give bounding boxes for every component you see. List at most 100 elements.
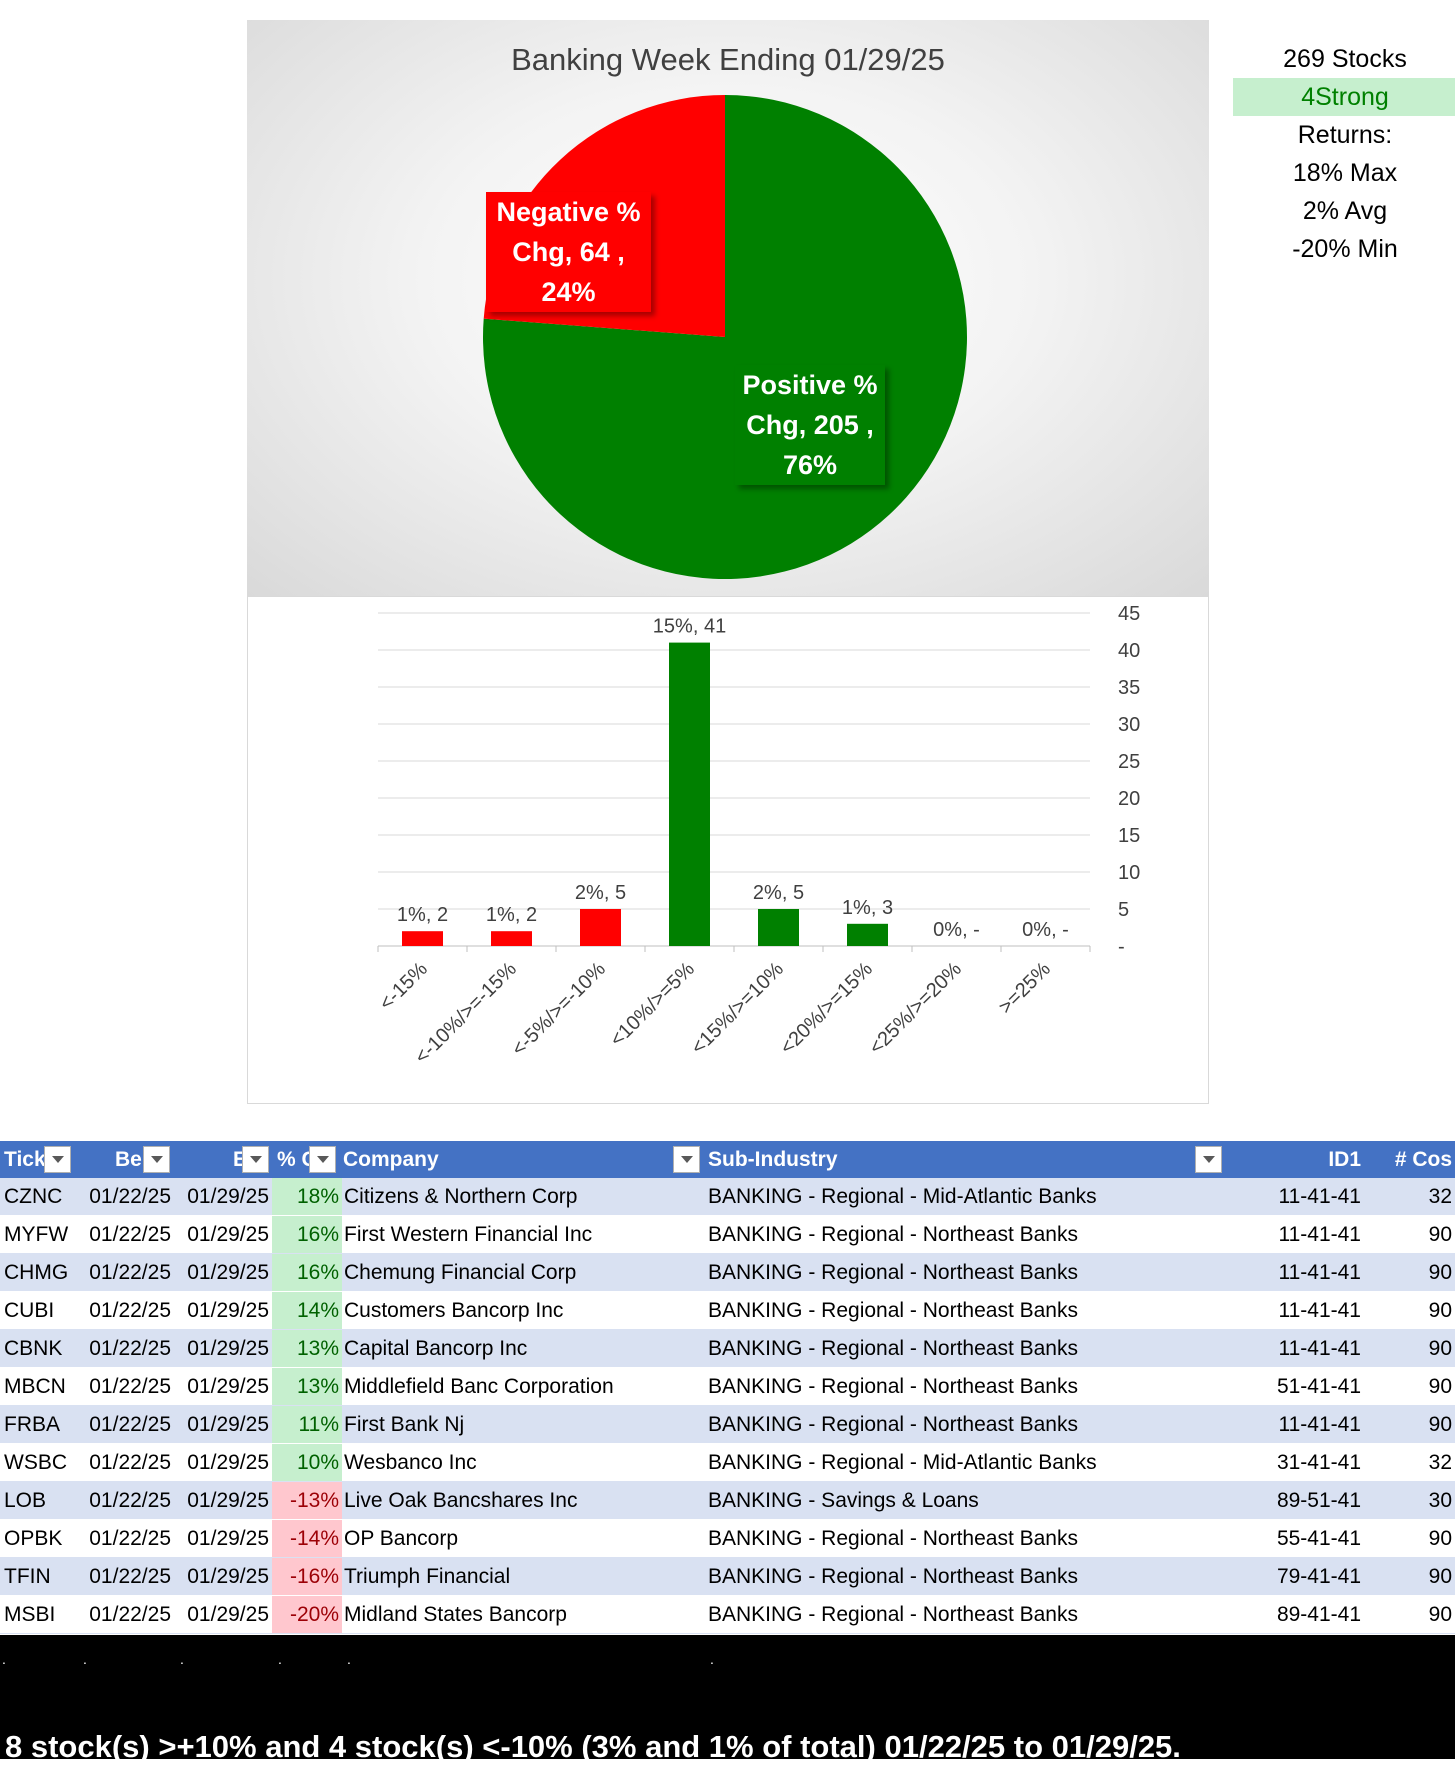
cell-company[interactable]: Triumph Financial — [344, 1565, 511, 1588]
cell-company[interactable]: Middlefield Banc Corporation — [344, 1375, 614, 1398]
cell-cos[interactable]: 90 — [1428, 1565, 1452, 1588]
cell-tick[interactable]: CBNK — [4, 1337, 63, 1360]
cell-chg[interactable]: -16% — [272, 1558, 342, 1595]
cell-chg[interactable]: 11% — [272, 1406, 342, 1443]
header-num-cos[interactable]: # Cos — [1366, 1141, 1455, 1178]
table-row[interactable]: OPBK 01/22/25 01/29/25 -14% OP Bancorp BANKIN… — [0, 1520, 1455, 1558]
cell-tick[interactable]: MBCN — [4, 1375, 66, 1398]
cell-id1[interactable]: 51-41-41 — [1276, 1375, 1361, 1398]
cell-chg[interactable]: 18% — [272, 1178, 342, 1215]
cell-end[interactable]: 01/29/25 — [187, 1489, 269, 1512]
table-row[interactable]: CHMG 01/22/25 01/29/25 16% Chemung Financial… — [0, 1254, 1455, 1292]
cell-end[interactable]: 01/29/25 — [187, 1451, 269, 1474]
table-row[interactable]: MBCN 01/22/25 01/29/25 13% Middlefield Banc … — [0, 1368, 1455, 1406]
cell-id1[interactable]: 11-41-41 — [1278, 1299, 1361, 1322]
cell-id1[interactable]: 79-41-41 — [1276, 1565, 1361, 1588]
cell-end[interactable]: 01/29/25 — [187, 1527, 269, 1550]
cell-sub[interactable]: BANKING - Regional - Northeast Banks — [708, 1565, 1078, 1588]
cell-id1[interactable]: 31-41-41 — [1276, 1451, 1361, 1474]
header-sub-industry[interactable]: Sub-Industry — [707, 1141, 1224, 1178]
cell-company[interactable]: Midland States Bancorp — [344, 1603, 567, 1626]
cell-company[interactable]: Wesbanco Inc — [344, 1451, 477, 1474]
table-row[interactable]: CBNK 01/22/25 01/29/25 13% Capital Bancorp I… — [0, 1330, 1455, 1368]
cell-chg[interactable]: 14% — [272, 1292, 342, 1329]
header-id1[interactable]: ID1 — [1224, 1141, 1366, 1178]
header-company[interactable]: Company — [342, 1141, 707, 1178]
cell-cos[interactable]: 90 — [1428, 1413, 1452, 1436]
cell-sub[interactable]: BANKING - Savings & Loans — [708, 1489, 979, 1512]
cell-sub[interactable]: BANKING - Regional - Northeast Banks — [708, 1413, 1078, 1436]
cell-end[interactable]: 01/29/25 — [187, 1565, 269, 1588]
cell-chg[interactable]: 13% — [272, 1368, 342, 1405]
cell-begin[interactable]: 01/22/25 — [89, 1337, 171, 1360]
cell-begin[interactable]: 01/22/25 — [89, 1451, 171, 1474]
cell-end[interactable]: 01/29/25 — [187, 1337, 269, 1360]
filter-dropdown-icon[interactable] — [44, 1146, 71, 1173]
cell-tick[interactable]: TFIN — [4, 1565, 51, 1588]
cell-begin[interactable]: 01/22/25 — [89, 1413, 171, 1436]
filter-dropdown-icon[interactable] — [1195, 1146, 1222, 1173]
cell-id1[interactable]: 11-41-41 — [1278, 1337, 1361, 1360]
cell-begin[interactable]: 01/22/25 — [89, 1261, 171, 1284]
cell-tick[interactable]: OPBK — [4, 1527, 63, 1550]
cell-chg[interactable]: -13% — [272, 1482, 342, 1519]
cell-cos[interactable]: 90 — [1428, 1337, 1452, 1360]
cell-begin[interactable]: 01/22/25 — [89, 1375, 171, 1398]
cell-tick[interactable]: CUBI — [4, 1299, 55, 1322]
header-begin[interactable]: Be — [75, 1141, 175, 1178]
cell-sub[interactable]: BANKING - Regional - Mid-Atlantic Banks — [708, 1451, 1097, 1474]
cell-chg[interactable]: 10% — [272, 1444, 342, 1481]
cell-begin[interactable]: 01/22/25 — [89, 1527, 171, 1550]
cell-id1[interactable]: 11-41-41 — [1278, 1223, 1361, 1246]
table-row[interactable]: MYFW 01/22/25 01/29/25 16% First Western Fin… — [0, 1216, 1455, 1254]
cell-sub[interactable]: BANKING - Regional - Northeast Banks — [708, 1337, 1078, 1360]
cell-cos[interactable]: 90 — [1428, 1261, 1452, 1284]
cell-tick[interactable]: MYFW — [4, 1223, 69, 1246]
cell-tick[interactable]: CZNC — [4, 1185, 63, 1208]
cell-end[interactable]: 01/29/25 — [187, 1185, 269, 1208]
cell-id1[interactable]: 55-41-41 — [1276, 1527, 1361, 1550]
cell-company[interactable]: Live Oak Bancshares Inc — [344, 1489, 578, 1512]
cell-begin[interactable]: 01/22/25 — [89, 1185, 171, 1208]
cell-sub[interactable]: BANKING - Regional - Northeast Banks — [708, 1223, 1078, 1246]
cell-sub[interactable]: BANKING - Regional - Mid-Atlantic Banks — [708, 1185, 1097, 1208]
cell-begin[interactable]: 01/22/25 — [89, 1565, 171, 1588]
cell-begin[interactable]: 01/22/25 — [89, 1489, 171, 1512]
cell-sub[interactable]: BANKING - Regional - Northeast Banks — [708, 1261, 1078, 1284]
table-row[interactable]: FRBA 01/22/25 01/29/25 11% First Bank Nj BANK… — [0, 1406, 1455, 1444]
cell-sub[interactable]: BANKING - Regional - Northeast Banks — [708, 1299, 1078, 1322]
cell-company[interactable]: Capital Bancorp Inc — [344, 1337, 528, 1360]
cell-cos[interactable]: 90 — [1428, 1223, 1452, 1246]
cell-sub[interactable]: BANKING - Regional - Northeast Banks — [708, 1375, 1078, 1398]
filter-dropdown-icon[interactable] — [242, 1146, 269, 1173]
cell-begin[interactable]: 01/22/25 — [89, 1223, 171, 1246]
cell-tick[interactable]: FRBA — [4, 1413, 61, 1436]
cell-chg[interactable]: 16% — [272, 1254, 342, 1291]
cell-begin[interactable]: 01/22/25 — [89, 1603, 171, 1626]
cell-sub[interactable]: BANKING - Regional - Northeast Banks — [708, 1603, 1078, 1626]
header-tick[interactable]: Tick — [0, 1141, 75, 1178]
cell-cos[interactable]: 32 — [1428, 1185, 1452, 1208]
cell-chg[interactable]: -14% — [272, 1520, 342, 1557]
cell-cos[interactable]: 32 — [1428, 1451, 1452, 1474]
cell-company[interactable]: Chemung Financial Corp — [344, 1261, 577, 1284]
header-pct-change[interactable]: % C — [272, 1141, 342, 1178]
cell-tick[interactable]: WSBC — [4, 1451, 67, 1474]
cell-cos[interactable]: 90 — [1428, 1527, 1452, 1550]
cell-cos[interactable]: 90 — [1428, 1375, 1452, 1398]
table-row[interactable]: CUBI 01/22/25 01/29/25 14% Customers Bancorp… — [0, 1292, 1455, 1330]
cell-company[interactable]: Citizens & Northern Corp — [344, 1185, 578, 1208]
cell-company[interactable]: Customers Bancorp Inc — [344, 1299, 564, 1322]
table-row[interactable]: TFIN 01/22/25 01/29/25 -16% Triumph Financia… — [0, 1558, 1455, 1596]
cell-chg[interactable]: -20% — [272, 1596, 342, 1633]
cell-company[interactable]: First Western Financial Inc — [344, 1223, 593, 1246]
header-end[interactable]: E — [175, 1141, 272, 1178]
cell-sub[interactable]: BANKING - Regional - Northeast Banks — [708, 1527, 1078, 1550]
cell-end[interactable]: 01/29/25 — [187, 1261, 269, 1284]
cell-id1[interactable]: 89-51-41 — [1276, 1489, 1361, 1512]
table-row[interactable]: CZNC 01/22/25 01/29/25 18% Citizens & Northe… — [0, 1178, 1455, 1216]
cell-end[interactable]: 01/29/25 — [187, 1375, 269, 1398]
cell-company[interactable]: First Bank Nj — [344, 1413, 465, 1436]
table-row[interactable]: LOB 01/22/25 01/29/25 -13% Live Oak Bancshar… — [0, 1482, 1455, 1520]
table-row[interactable]: WSBC 01/22/25 01/29/25 10% Wesbanco Inc BANKI… — [0, 1444, 1455, 1482]
